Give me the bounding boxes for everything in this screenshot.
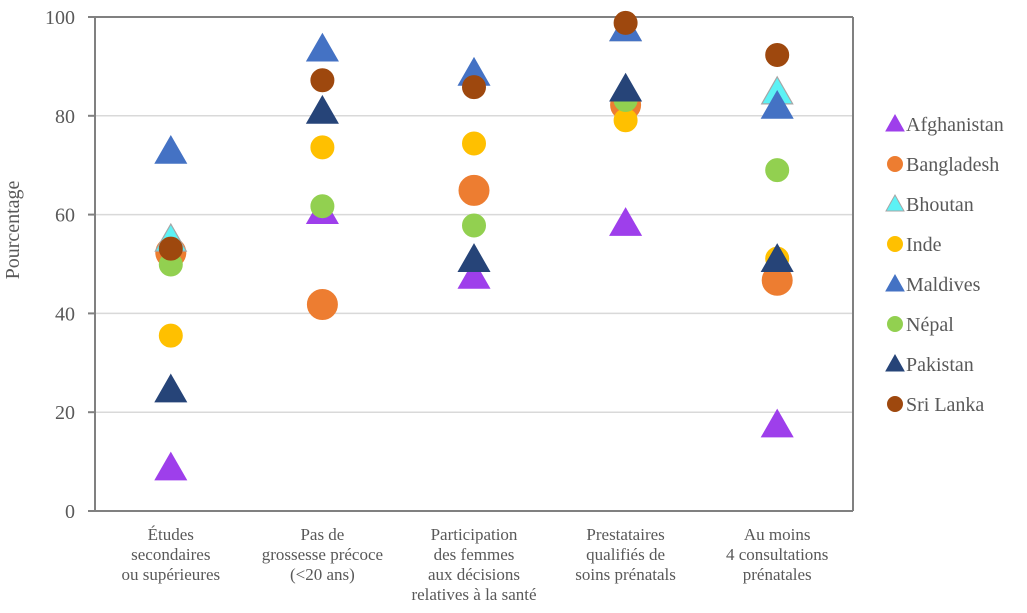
data-point: [765, 43, 790, 68]
data-point: [457, 259, 491, 289]
y-tick-label: 0: [65, 501, 75, 523]
data-point: [154, 134, 188, 164]
legend-item: Bhoutan: [885, 193, 974, 216]
x-category-label: Au moins 4 consultations prénatales: [726, 525, 828, 584]
series-pakistan: [154, 72, 794, 403]
legend-label: Maldives: [906, 274, 981, 296]
data-point: [306, 289, 338, 321]
data-point: [310, 194, 335, 219]
legend-circle-icon: [887, 156, 903, 172]
series-afghanistan: [154, 195, 794, 481]
legend-label: Inde: [906, 234, 942, 256]
series-sri-lanka: [158, 10, 790, 261]
legend-item: Afghanistan: [885, 113, 1004, 136]
data-point: [310, 68, 335, 93]
y-ticks: 0 20 40 60 80 100: [45, 7, 95, 523]
axes: [94, 16, 854, 512]
data-points: [154, 10, 794, 481]
y-tick-label: 40: [55, 303, 75, 325]
x-category-label: Participation des femmes aux décisions rela…: [411, 525, 536, 604]
data-point: [462, 213, 486, 238]
data-point: [760, 408, 794, 438]
data-point: [154, 451, 188, 481]
data-point: [765, 158, 790, 183]
data-point: [609, 207, 643, 236]
legend-item: Sri Lanka: [887, 394, 984, 416]
data-point: [458, 174, 490, 206]
data-point: [305, 94, 339, 124]
legend-item: Inde: [887, 234, 942, 256]
data-point: [760, 243, 794, 272]
legend-label: Sri Lanka: [906, 394, 984, 416]
data-point: [158, 323, 183, 348]
legend-triangle-icon: [885, 273, 905, 292]
legend-label: Afghanistan: [906, 114, 1004, 136]
data-point: [613, 10, 638, 35]
y-tick-label: 20: [55, 402, 75, 424]
y-tick-label: 80: [55, 106, 75, 128]
data-point: [613, 108, 638, 133]
legend-triangle-icon: [885, 353, 905, 372]
legend-label: Bhoutan: [906, 194, 974, 216]
data-point: [305, 32, 339, 62]
data-point: [457, 243, 491, 272]
legend: Afghanistan Bangladesh Bhoutan Inde Maldives…: [885, 113, 1004, 416]
x-category-label: Prestataires qualifiés de soins prénatals: [575, 525, 676, 584]
data-point: [310, 135, 335, 160]
data-point: [609, 72, 643, 102]
y-tick-label: 60: [55, 205, 75, 227]
legend-triangle-icon: [885, 193, 905, 212]
x-category-label: Études secondaires ou supérieures: [121, 525, 220, 584]
legend-item: Pakistan: [885, 353, 974, 376]
legend-item: Népal: [887, 314, 954, 336]
data-point: [158, 236, 183, 261]
legend-circle-icon: [887, 236, 903, 252]
data-point: [462, 131, 486, 156]
legend-item: Bangladesh: [887, 154, 999, 176]
legend-label: Bangladesh: [906, 154, 999, 176]
legend-circle-icon: [887, 316, 903, 332]
x-category-labels: Études secondaires ou supérieures Pas de gro…: [121, 525, 828, 604]
legend-label: Népal: [906, 314, 954, 336]
legend-triangle-icon: [885, 113, 905, 132]
data-point: [154, 373, 188, 403]
x-category-label: Pas de grossesse précoce (<20 ans): [262, 525, 383, 584]
y-axis-title: Pourcentage: [2, 180, 24, 279]
data-point: [760, 89, 794, 119]
legend-label: Pakistan: [906, 354, 974, 376]
legend-circle-icon: [887, 396, 903, 412]
legend-item: Maldives: [885, 273, 981, 296]
y-tick-label: 100: [45, 7, 75, 29]
data-point: [462, 75, 486, 100]
